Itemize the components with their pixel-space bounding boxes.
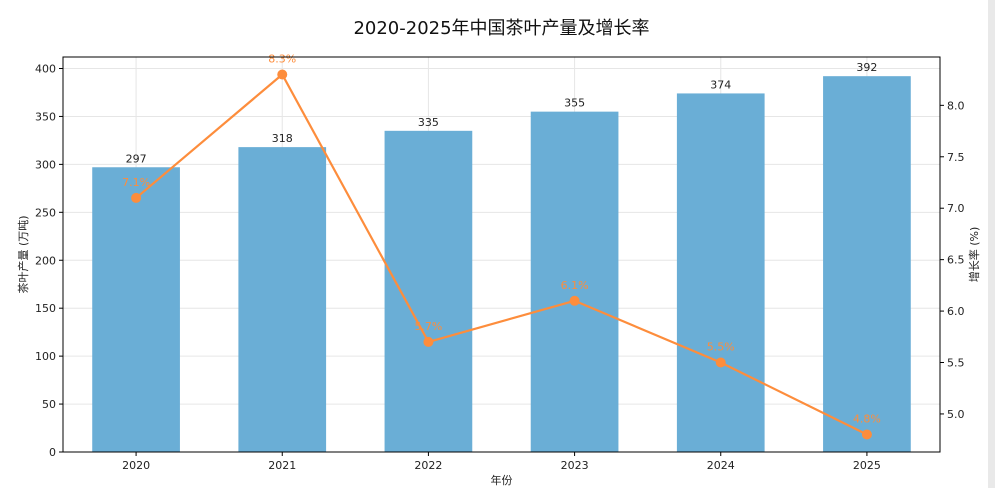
growth-rate-point-2022 xyxy=(423,336,434,347)
growth-rate-point-2020 xyxy=(131,192,142,203)
y-axis-right-label: 增长率 (%) xyxy=(967,227,981,283)
bar-2023 xyxy=(530,111,619,452)
x-tick-label-2024: 2024 xyxy=(707,459,735,472)
left-tick-label-6: 300 xyxy=(35,158,56,171)
x-tick-label-2023: 2023 xyxy=(561,459,589,472)
growth-rate-label-2023: 6.1% xyxy=(561,279,589,292)
window-edge-strip xyxy=(988,0,995,488)
growth-rate-line xyxy=(135,72,868,436)
bar-2024 xyxy=(676,93,765,452)
x-axis-label: 年份 xyxy=(491,473,513,487)
plot-frame xyxy=(62,56,941,453)
growth-rate-point-2023 xyxy=(569,295,580,306)
growth-rate-label-2020: 7.1% xyxy=(122,176,150,189)
growth-rate-label-2021: 8.3% xyxy=(268,52,296,65)
right-tick-label-0: 5.0 xyxy=(947,408,965,421)
x-tick-label-2021: 2021 xyxy=(268,459,296,472)
growth-rate-point-2025 xyxy=(861,429,872,440)
bar-2021 xyxy=(238,147,327,453)
x-tick-label-2022: 2022 xyxy=(414,459,442,472)
y-axis-left-label: 茶叶产量 (万吨) xyxy=(16,215,30,293)
left-tick-label-8: 400 xyxy=(35,63,56,76)
x-tick-label-2020: 2020 xyxy=(122,459,150,472)
growth-rate-label-2022: 5.7% xyxy=(414,320,442,333)
growth-rate-point-2021 xyxy=(277,69,288,80)
right-tick-label-3: 6.5 xyxy=(947,254,965,267)
bar-2020 xyxy=(92,167,180,452)
growth-rate-label-2025: 4.8% xyxy=(853,413,881,426)
left-tick-label-2: 100 xyxy=(35,350,56,363)
bar-2022 xyxy=(384,130,473,452)
bar-2025 xyxy=(823,76,911,453)
bar-value-label-2022: 335 xyxy=(418,116,439,129)
bar-value-label-2025: 392 xyxy=(856,61,877,74)
left-tick-label-3: 150 xyxy=(35,302,56,315)
right-tick-label-1: 5.5 xyxy=(947,357,965,370)
left-tick-label-7: 350 xyxy=(35,110,56,123)
chart-title: 2020-2025年中国茶叶产量及增长率 xyxy=(353,18,649,39)
right-tick-label-4: 7.0 xyxy=(947,202,965,215)
bar-value-label-2021: 318 xyxy=(272,132,293,145)
bar-value-label-2023: 355 xyxy=(564,97,585,110)
growth-rate-point-2024 xyxy=(715,357,726,368)
bar-value-label-2024: 374 xyxy=(710,78,731,91)
left-tick-label-4: 200 xyxy=(35,254,56,267)
right-tick-label-6: 8.0 xyxy=(947,99,965,112)
left-tick-label-0: 0 xyxy=(49,446,56,459)
left-tick-label-1: 50 xyxy=(42,398,56,411)
right-tick-label-2: 6.0 xyxy=(947,305,965,318)
bar-value-label-2020: 297 xyxy=(126,152,147,165)
left-tick-label-5: 250 xyxy=(35,206,56,219)
x-tick-label-2025: 2025 xyxy=(853,459,881,472)
right-tick-label-5: 7.5 xyxy=(947,151,965,164)
growth-rate-label-2024: 5.5% xyxy=(707,341,735,354)
